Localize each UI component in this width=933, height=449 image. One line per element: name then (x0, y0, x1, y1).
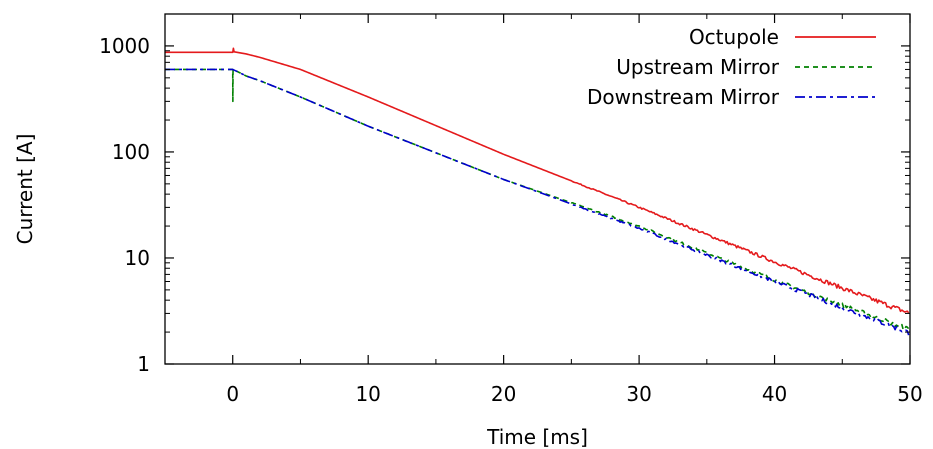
series-line-2 (165, 68, 910, 336)
series-line-0 (165, 47, 910, 314)
x-tick-label: 40 (762, 382, 787, 406)
y-tick-label: 1 (137, 352, 150, 376)
x-tick-label: 0 (226, 382, 239, 406)
x-tick-label: 30 (626, 382, 651, 406)
legend-label: Octupole (689, 25, 779, 49)
legend-label: Downstream Mirror (587, 85, 780, 109)
plot-frame (164, 13, 911, 365)
y-tick-label: 100 (112, 140, 150, 164)
y-tick-label: 10 (125, 246, 150, 270)
x-axis-label: Time [ms] (486, 425, 588, 449)
y-tick-label: 1000 (99, 34, 150, 58)
y-axis-label: Current [A] (13, 134, 37, 245)
legend: Octupole Upstream Mirror Downstream Mirror (587, 25, 876, 109)
series-layer (165, 47, 910, 336)
x-tick-label: 50 (897, 382, 922, 406)
x-tick-label: 20 (491, 382, 516, 406)
legend-label: Upstream Mirror (616, 55, 779, 79)
x-tick-label: 10 (355, 382, 380, 406)
ticks-layer: 0 10 20 30 40 50 1 10 100 1000 (99, 13, 923, 406)
